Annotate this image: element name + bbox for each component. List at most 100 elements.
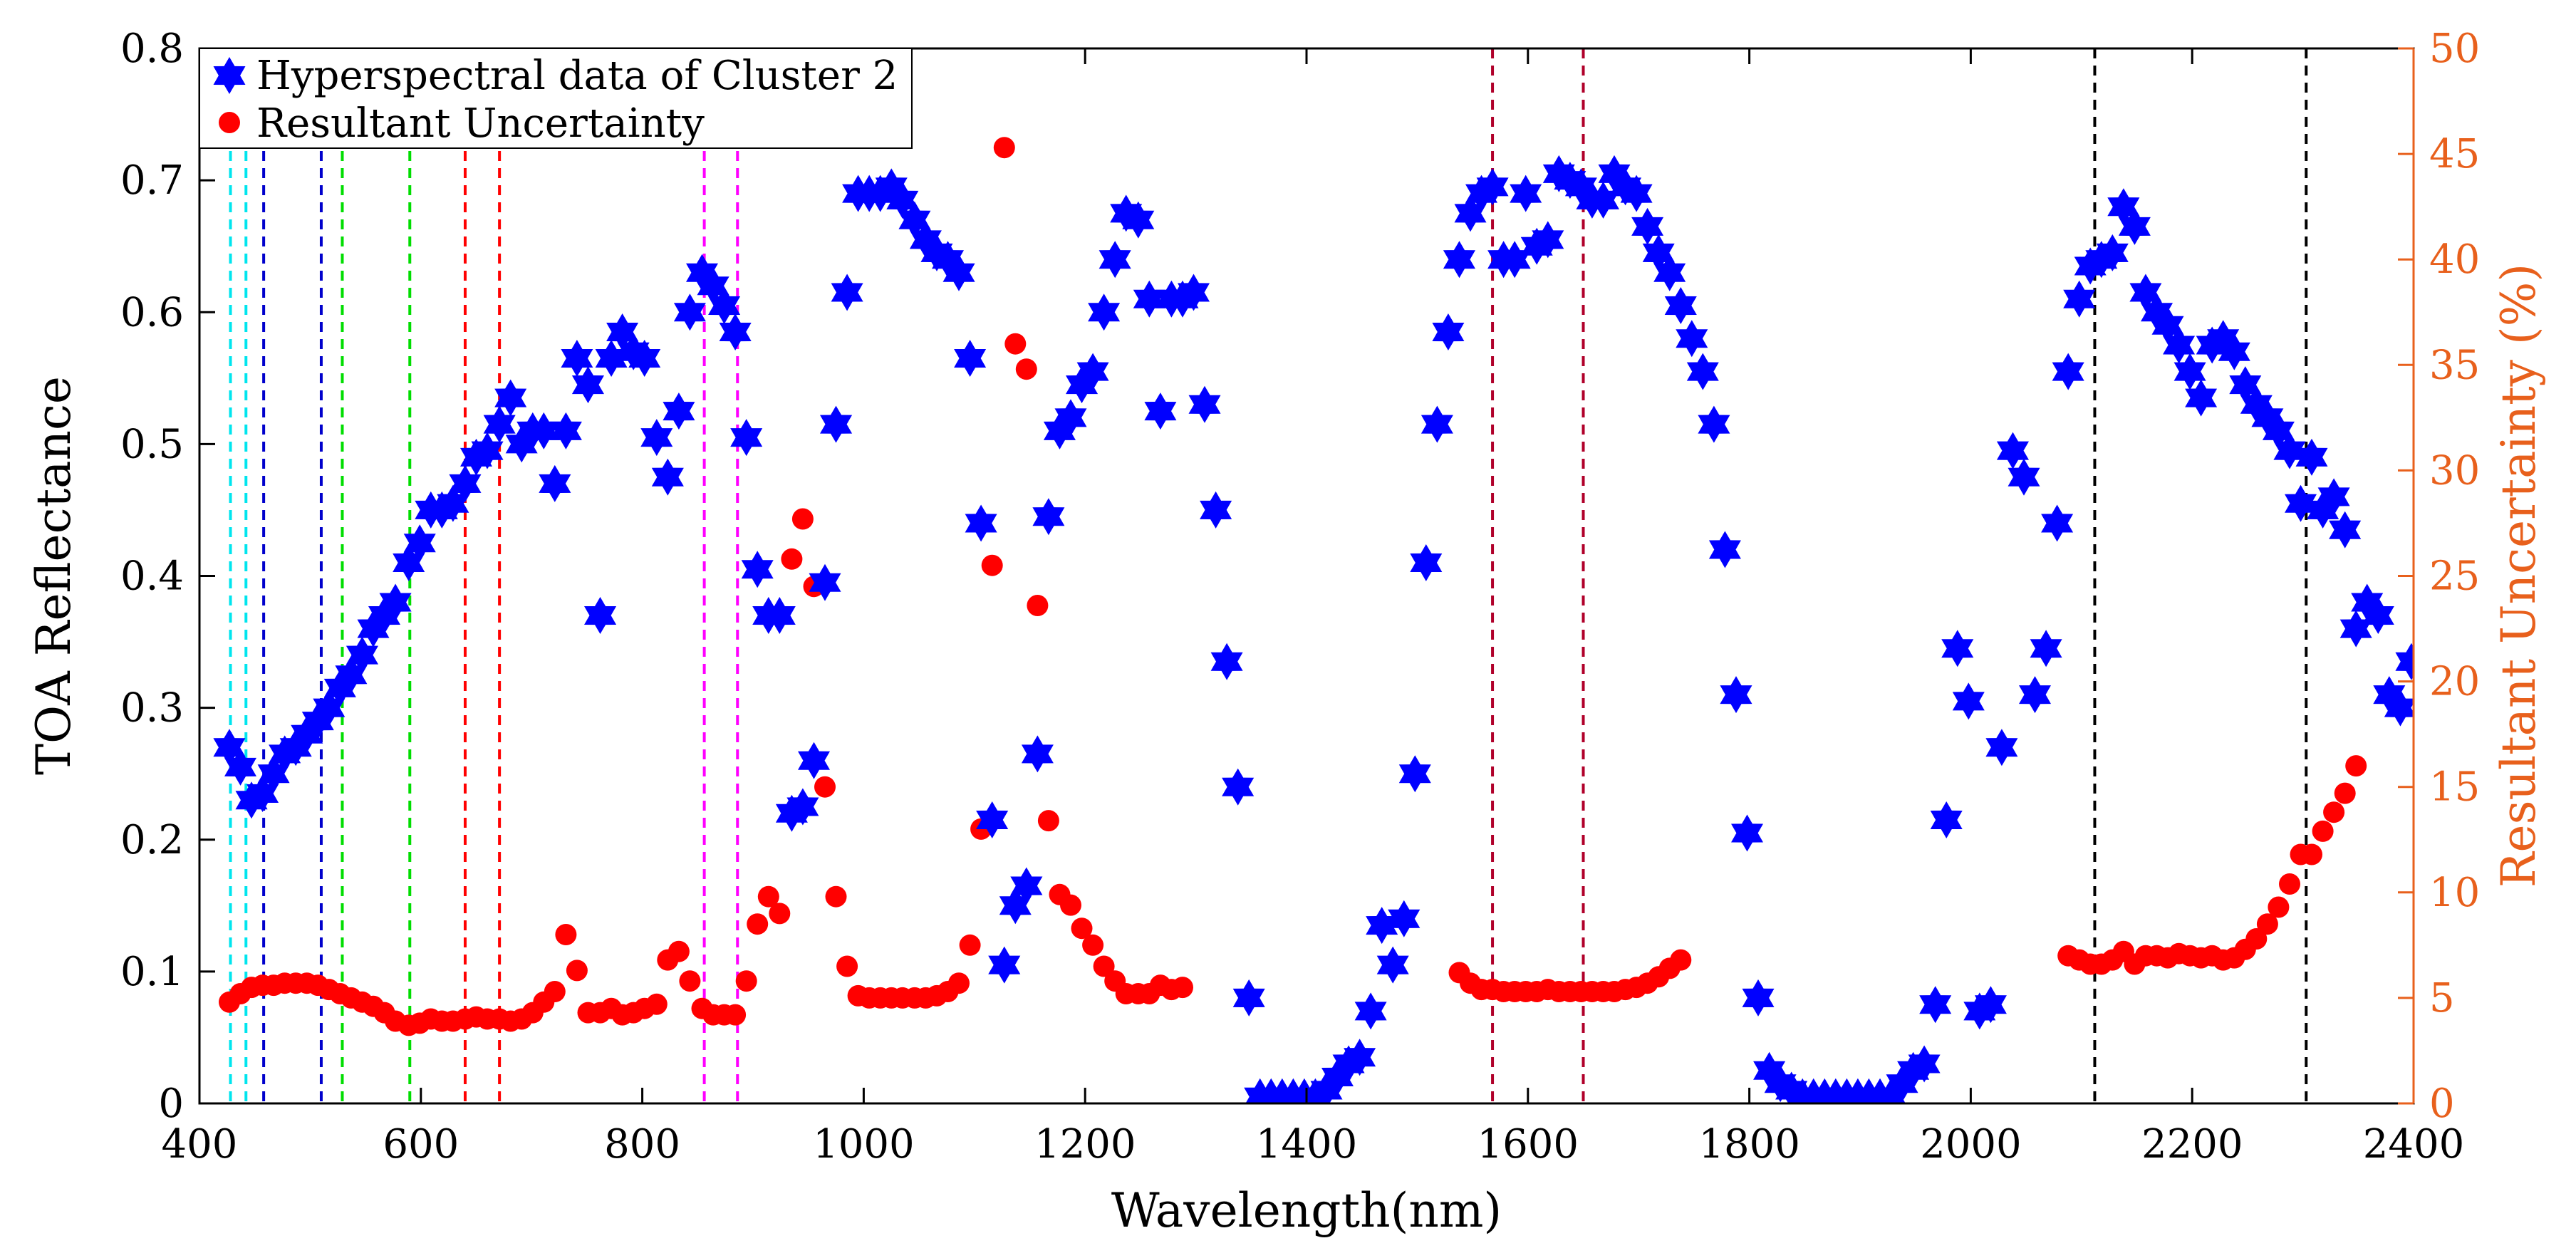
reflectance-point (561, 340, 593, 377)
reflectance-point (379, 583, 412, 621)
reflectance-point (1200, 491, 1232, 529)
reflectance-point (673, 293, 706, 331)
uncertainty-point (668, 940, 690, 962)
reflectance-point (2295, 438, 2328, 476)
reflectance-point (1985, 729, 2018, 766)
y-left-tick-label: 0.4 (120, 553, 184, 600)
reflectance-point (809, 563, 841, 601)
reflectance-point (1686, 353, 1719, 390)
reflectance-point (2185, 379, 2218, 417)
x-tick-label: 1600 (1477, 1121, 1579, 1168)
x-tick-label: 600 (383, 1121, 459, 1168)
uncertainty-point (1015, 358, 1037, 380)
reflectance-point (549, 412, 582, 449)
reflectance-point (640, 419, 673, 457)
reflectance-point (651, 458, 684, 496)
reflectance-point (1908, 1045, 1941, 1083)
y-axis-right: 0 5 10 15 20 25 30 35 40 45 50 (2398, 26, 2480, 1127)
uncertainty-point (735, 970, 757, 992)
reflectance-point (1742, 979, 1775, 1017)
uncertainty-point (1172, 977, 1193, 999)
x-tick-label: 2200 (2141, 1121, 2243, 1168)
x-tick-label: 1400 (1256, 1121, 1358, 1168)
reflectance-point (1398, 755, 1431, 793)
reflectance-point (1587, 181, 1619, 219)
reflectance-series (213, 155, 2414, 1103)
reflectance-point (2273, 432, 2306, 469)
y-right-tick-label: 20 (2429, 659, 2480, 705)
reflectance-point (1366, 907, 1398, 945)
reflectance-point (1443, 241, 1475, 279)
reflectance-point (1653, 254, 1686, 291)
uncertainty-point (1004, 333, 1027, 355)
uncertainty-point (791, 508, 814, 530)
reflectance-point (1930, 801, 1963, 838)
uncertainty-point (993, 137, 1015, 159)
reflectance-point (976, 801, 1009, 838)
reflectance-point (584, 597, 617, 634)
y-axis-right-label: Resultant Uncertainty (%) (2491, 264, 2546, 888)
uncertainty-point (2312, 820, 2334, 842)
reflectance-point (954, 340, 987, 377)
reflectance-point (494, 379, 527, 417)
uncertainty-point (2334, 782, 2356, 804)
reflectance-point (1941, 630, 1974, 667)
y-left-tick-label: 0.6 (120, 289, 184, 336)
reflectance-point (2096, 234, 2129, 271)
reflectance-point (483, 405, 516, 443)
uncertainty-point (825, 885, 847, 908)
reflectance-point (988, 946, 1021, 984)
uncertainty-point (1670, 949, 1692, 971)
reflectance-point (2118, 207, 2151, 245)
reflectance-point (571, 366, 604, 404)
y-right-tick-label: 30 (2429, 447, 2480, 494)
reflectance-point (798, 742, 830, 779)
uncertainty-point (555, 924, 577, 945)
uncertainty-point (2345, 755, 2367, 777)
uncertainty-point (948, 972, 970, 994)
reflectance-point (2008, 458, 2040, 496)
reflectance-point (471, 432, 504, 469)
y-right-tick-label: 50 (2429, 26, 2480, 72)
uncertainty-series (219, 137, 2367, 1036)
reflectance-point (2317, 478, 2350, 516)
uncertainty-point (1027, 595, 1049, 616)
reflectance-point (1144, 392, 1177, 430)
reflectance-point (2030, 630, 2062, 667)
uncertainty-point (747, 913, 769, 935)
uncertainty-point (2301, 843, 2322, 865)
reflectance-point (539, 464, 571, 502)
y-right-tick-label: 40 (2429, 236, 2480, 283)
uncertainty-point (645, 993, 668, 1015)
reflectance-point (628, 340, 661, 377)
reflectance-point (2052, 353, 2084, 390)
y-right-tick-label: 25 (2429, 553, 2480, 600)
reflectance-point (1388, 900, 1421, 937)
reflectance-point (1310, 1071, 1343, 1103)
uncertainty-point (1071, 917, 1093, 940)
reflectance-point (1032, 498, 1065, 536)
uncertainty-point (566, 960, 588, 982)
band-lines (229, 48, 2308, 1103)
y-left-tick-label: 0.8 (120, 26, 184, 72)
y-axis-left-label: TOA Reflectance (26, 376, 81, 775)
y-left-tick-label: 0.7 (120, 157, 184, 204)
reflectance-point (1532, 221, 1564, 259)
reflectance-point (2041, 504, 2074, 542)
reflectance-point (663, 392, 695, 430)
reflectance-point (1188, 385, 1221, 423)
reflectance-point (965, 504, 997, 542)
reflectance-point (224, 748, 256, 786)
legend-box (199, 48, 913, 149)
y-right-tick-label: 5 (2429, 975, 2455, 1021)
reflectance-point (1952, 682, 1985, 720)
reflectance-point (1432, 313, 1465, 350)
reflectance-point (2395, 643, 2414, 680)
uncertainty-point (836, 955, 858, 977)
legend-label-uncertainty: Resultant Uncertainty (256, 100, 705, 147)
reflectance-point (2329, 511, 2362, 548)
reflectance-point (1222, 768, 1255, 806)
uncertainty-point (1037, 810, 1059, 832)
reflectance-point (1720, 676, 1752, 714)
reflectance-point (741, 551, 774, 588)
